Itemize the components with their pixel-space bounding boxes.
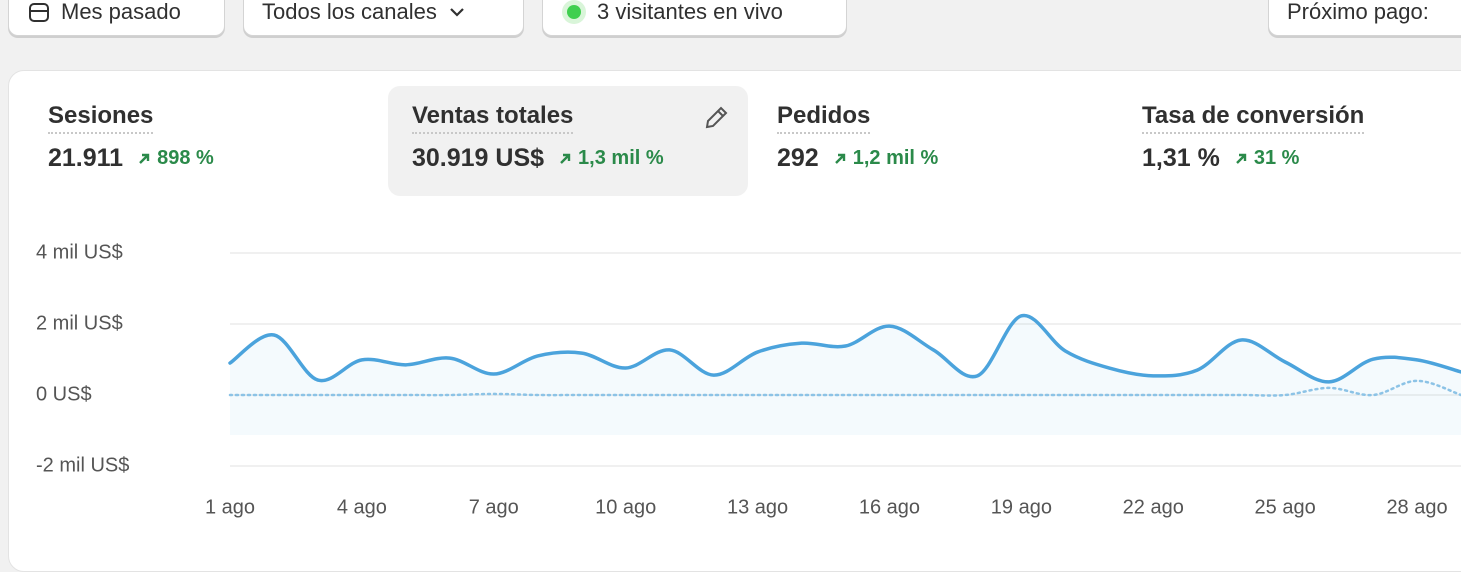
- chart: -2 mil US$ 0 US$ 2 mil US$ 4 mil US$ 1 ago 4 …: [36, 241, 1461, 518]
- x-tick-label: 4 ago: [337, 496, 387, 518]
- metric-label: Pedidos: [777, 102, 871, 134]
- payout-button[interactable]: Próximo pago:: [1268, 0, 1461, 36]
- metric-change-text: 1,3 mil %: [578, 147, 664, 169]
- channels-button[interactable]: Todos los canales: [243, 0, 524, 36]
- trend-arrow: [1235, 153, 1247, 164]
- y-tick-label: -2 mil US$: [36, 454, 129, 476]
- page: {"toolbar": {"period": "Mes pasado", "ch…: [8, 0, 1461, 572]
- period-button[interactable]: Mes pasado: [8, 0, 225, 36]
- metric-value: 30.919 US$: [412, 144, 545, 172]
- metric-row: 30.919 US$ 1,3 mil %: [412, 144, 724, 173]
- metric-value: 292: [777, 144, 819, 172]
- metric-tile[interactable]: Pedidos 292 1,2 mil %: [753, 86, 1113, 196]
- period-label: Mes pasado: [61, 0, 181, 24]
- trend-arrow: [560, 153, 571, 164]
- metric-change: 31 %: [1234, 147, 1300, 170]
- chevron-icon: [450, 8, 464, 17]
- metric-label: Ventas totales: [412, 102, 574, 134]
- channels-label: Todos los canales: [262, 0, 437, 24]
- series-line: [228, 379, 1461, 397]
- x-tick-label: 25 ago: [1255, 496, 1316, 518]
- live-button[interactable]: 3 visitantes en vivo: [542, 0, 847, 36]
- metric-row: 1,31 % 31 %: [1142, 144, 1454, 173]
- metric-tile[interactable]: Ventas totales 30.919 US$ 1,3 mil %: [388, 86, 748, 196]
- live-label: 3 visitantes en vivo: [597, 0, 783, 24]
- metric-label: Tasa de conversión: [1142, 102, 1365, 134]
- edit-icon[interactable]: [702, 104, 730, 137]
- trend-arrow: [139, 153, 150, 164]
- metric-change: 1,2 mil %: [833, 147, 939, 170]
- metric-row: 21.911 898 %: [48, 144, 360, 173]
- metric-tile[interactable]: Tasa de conversión 1,31 % 31 %: [1118, 86, 1461, 196]
- metric-value: 1,31 %: [1142, 144, 1220, 172]
- metric-change: 1,3 mil %: [558, 147, 664, 170]
- payout-label: Próximo pago:: [1287, 0, 1429, 24]
- x-tick-label: 22 ago: [1123, 496, 1184, 518]
- calendar-icon: [29, 3, 49, 22]
- metric-row: 292 1,2 mil %: [777, 144, 1089, 173]
- y-tick-label: 2 mil US$: [36, 312, 123, 334]
- live-dot: [562, 0, 586, 24]
- metric-label: Sesiones: [48, 102, 154, 134]
- x-tick-label: 1 ago: [205, 496, 255, 518]
- x-tick-label: 16 ago: [859, 496, 920, 518]
- metric-tile[interactable]: Sesiones 21.911 898 %: [24, 86, 384, 196]
- series-line: [228, 313, 1461, 384]
- x-tick-label: 7 ago: [469, 496, 519, 518]
- metric-change: 898 %: [137, 147, 214, 170]
- y-tick-label: 0 US$: [36, 383, 92, 405]
- x-tick-label: 10 ago: [595, 496, 656, 518]
- x-tick-label: 19 ago: [991, 496, 1052, 518]
- y-tick-label: 4 mil US$: [36, 241, 123, 263]
- x-tick-label: 13 ago: [727, 496, 788, 518]
- metric-change-text: 1,2 mil %: [852, 147, 939, 169]
- trend-arrow: [834, 153, 845, 164]
- metric-change-text: 898 %: [157, 147, 214, 169]
- area-fill: [230, 315, 1461, 435]
- metric-value: 21.911: [48, 144, 124, 172]
- metric-change-text: 31 %: [1253, 147, 1300, 169]
- x-tick-label: 28 ago: [1386, 496, 1447, 518]
